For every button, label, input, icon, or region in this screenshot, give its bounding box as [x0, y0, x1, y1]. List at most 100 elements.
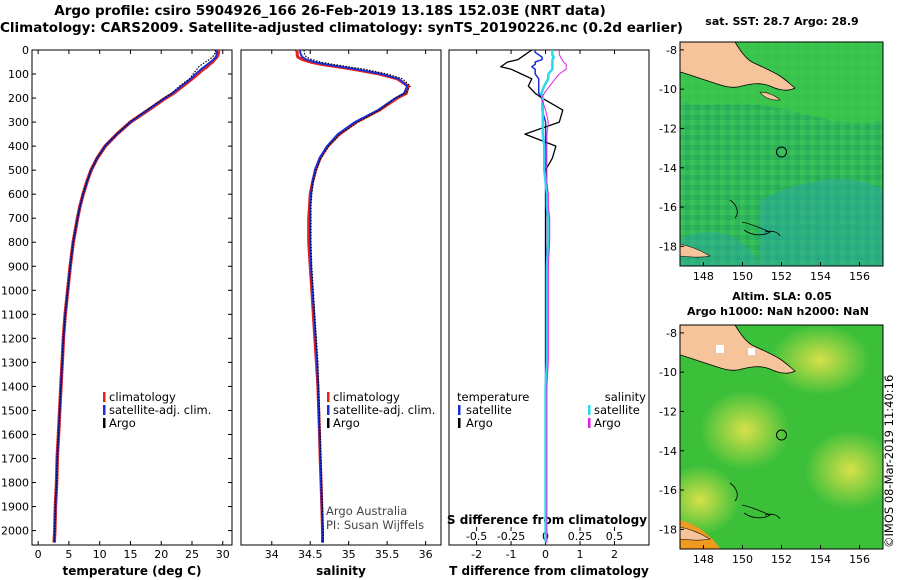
x-tick-label: 36	[419, 548, 433, 561]
map-x-tick-label: 152	[771, 270, 792, 283]
y-tick-label: 2000	[1, 525, 29, 538]
salinity-plot: 34 34.5 35 35.5 36 salinity climatologysatelli…	[265, 49, 435, 578]
legend-label: satellite	[594, 403, 640, 417]
x-tick-label: 15	[123, 548, 137, 561]
legend-swatch	[588, 405, 591, 415]
x-tick-label: 20	[154, 548, 168, 561]
legend-swatch	[458, 405, 461, 415]
sst-land-south	[680, 243, 711, 258]
y-tick-label: 1400	[1, 380, 29, 393]
x-tick-label: 34	[265, 548, 279, 561]
y-tick-label: 1000	[1, 284, 29, 297]
map-y-tick-label: -10	[659, 83, 677, 96]
y-tick-label: 1100	[1, 308, 29, 321]
salinity-argo-line	[540, 50, 567, 543]
temperature-argo-line	[500, 49, 564, 543]
temperature-plot: 0100200300400500600700800900100011001200…	[1, 44, 232, 578]
sla-map-subtitle: Argo h1000: NaN h2000: NaN	[687, 305, 869, 318]
x-tick-label: 10	[93, 548, 107, 561]
satellite-line	[299, 50, 409, 543]
legend-swatch	[327, 418, 330, 428]
credit-line2: PI: Susan Wijffels	[326, 518, 424, 532]
y-tick-label: 1500	[1, 404, 29, 417]
map-y-tick-label: -8	[666, 44, 677, 57]
y-tick-label: 1600	[1, 428, 29, 441]
y-tick-label: 100	[8, 68, 29, 81]
sla-nodata-patch	[716, 345, 724, 353]
legend-swatch	[327, 405, 330, 415]
x-tick-label: 35.5	[375, 548, 400, 561]
y-tick-label: 0	[22, 44, 29, 57]
sst-cool-region	[760, 179, 883, 266]
sla-blob	[680, 465, 740, 535]
legend-label: Argo	[466, 416, 493, 430]
sst-cool-region-2	[680, 231, 760, 266]
y-tick-label: 1800	[1, 477, 29, 490]
climatology-line	[52, 49, 221, 543]
y-tick-label: 1200	[1, 332, 29, 345]
legend-label: Argo	[594, 416, 621, 430]
map-x-tick-label: 156	[849, 553, 870, 566]
y-tick-label: 800	[8, 236, 29, 249]
map-y-tick-label: -18	[659, 523, 677, 536]
x2-tick-label: 0.5	[606, 530, 624, 543]
legend-swatch	[103, 405, 106, 415]
legend-swatch	[103, 392, 106, 402]
argo-line	[303, 50, 411, 543]
x2-tick-label: -0.25	[497, 530, 525, 543]
legend-swatch	[588, 418, 591, 428]
map-x-tick-label: 150	[732, 553, 753, 566]
map-y-tick-label: -12	[659, 122, 677, 135]
map-x-tick-label: 156	[849, 270, 870, 283]
legend-title-salinity: salinity	[605, 390, 646, 404]
sst-map-title: sat. SST: 28.7 Argo: 28.9	[705, 15, 858, 28]
map-y-tick-label: -10	[659, 366, 677, 379]
sla-land-south	[680, 526, 711, 541]
sla-map-title: Altim. SLA: 0.05	[732, 290, 832, 303]
map-y-tick-label: -16	[659, 201, 677, 214]
x-axis-label: salinity	[316, 564, 366, 578]
map-y-tick-label: -8	[666, 327, 677, 340]
copyright-stamp: ©IMOS 08-Mar-2019 11:40:16	[882, 375, 896, 548]
x-tick-label: 25	[185, 548, 199, 561]
map-y-tick-label: -12	[659, 405, 677, 418]
map-x-tick-label: 154	[810, 553, 831, 566]
map-y-tick-label: -14	[659, 445, 677, 458]
y-tick-label: 1300	[1, 356, 29, 369]
legend-swatch	[458, 418, 461, 428]
legend-swatch	[327, 392, 330, 402]
argo-line	[53, 50, 216, 543]
legend-label: climatology	[333, 390, 400, 404]
legend-title-temperature: temperature	[457, 390, 529, 404]
map-y-tick-label: -14	[659, 162, 677, 175]
difference-plot-frame	[448, 49, 650, 546]
y-tick-label: 1700	[1, 452, 29, 465]
sst-island	[759, 91, 781, 101]
x-tick-label: 34.5	[298, 548, 323, 561]
map-x-tick-label: 152	[771, 553, 792, 566]
x-tick-label: 2	[611, 548, 618, 561]
sst-argo-marker	[776, 146, 787, 158]
map-y-tick-label: -16	[659, 484, 677, 497]
x-tick-label: 35	[342, 548, 356, 561]
satellite-line	[53, 49, 218, 543]
x-tick-label: 1	[577, 548, 584, 561]
legend-label: Argo	[333, 416, 360, 430]
sla-blob	[770, 325, 870, 395]
map-x-tick-label: 154	[810, 270, 831, 283]
x2-tick-label: 0.25	[568, 530, 593, 543]
sla-reef-outline	[729, 482, 781, 520]
x-axis-label: temperature (deg C)	[63, 564, 202, 578]
temperature-plot-frame	[31, 49, 233, 546]
map-y-tick-label: -18	[659, 240, 677, 253]
salinity-satellite-line	[540, 50, 556, 543]
x-tick-label: -2	[471, 548, 482, 561]
y-tick-label: 600	[8, 188, 29, 201]
sla-blob	[700, 390, 790, 470]
x-tick-label: 5	[65, 548, 72, 561]
y-tick-label: 200	[8, 92, 29, 105]
map-x-tick-label: 150	[732, 270, 753, 283]
sst-land	[680, 42, 796, 91]
sst-map: 148 150 152 154 156 -8 -10 -12 -14 -16 -18	[659, 41, 884, 283]
x2-tick-label: -0.5	[466, 530, 487, 543]
